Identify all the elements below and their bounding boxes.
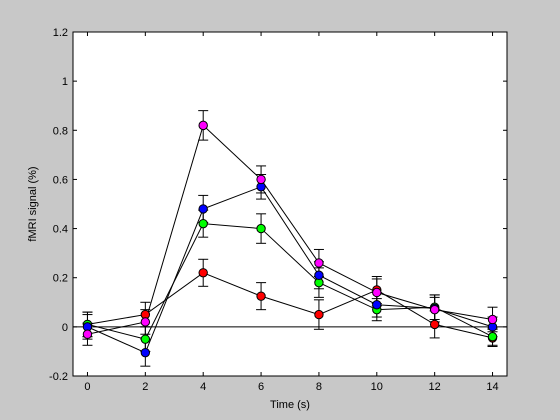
x-tick-label: 0 [84, 381, 90, 393]
y-tick-label: 0.4 [53, 224, 68, 236]
data-point [140, 334, 151, 344]
series-line [87, 186, 493, 354]
x-tick-label: 4 [200, 381, 206, 393]
y-tick-label: 1.2 [53, 27, 68, 39]
data-point [198, 120, 208, 131]
data-point [487, 331, 498, 342]
data-point [429, 319, 440, 330]
x-axis-label: Time (s) [270, 399, 310, 411]
plot-area [73, 32, 507, 376]
data-point [140, 317, 151, 327]
data-point [256, 291, 266, 301]
y-tick-label: 0 [62, 322, 68, 334]
x-tick-label: 6 [258, 381, 264, 393]
y-tick-label: 1 [62, 76, 68, 88]
data-point [314, 270, 324, 280]
data-point [140, 347, 151, 358]
x-tick-label: 10 [371, 381, 383, 393]
data-point [372, 300, 382, 310]
data-point [256, 223, 266, 234]
data-point [256, 174, 266, 185]
y-tick-label: -0.2 [49, 371, 68, 383]
series-line [87, 272, 493, 339]
plot-frame [72, 31, 508, 377]
series-line [87, 124, 493, 335]
data-point [198, 204, 208, 214]
data-point [487, 314, 498, 325]
data-point [314, 258, 324, 268]
data-point [198, 268, 208, 278]
y-tick-label: 0.6 [53, 174, 68, 186]
y-tick-label: 0.2 [53, 273, 68, 285]
x-tick-label: 2 [142, 381, 148, 393]
data-point [372, 287, 382, 298]
y-axis-label: fMRI signal (%) [27, 166, 39, 241]
x-tick-label: 8 [316, 381, 322, 393]
data-point [429, 304, 440, 315]
data-point [82, 329, 93, 339]
x-tick-label: 12 [429, 381, 441, 393]
y-tick-label: 0.8 [53, 125, 68, 137]
x-tick-label: 14 [486, 381, 498, 393]
data-point [314, 309, 324, 320]
data-point [198, 218, 208, 229]
